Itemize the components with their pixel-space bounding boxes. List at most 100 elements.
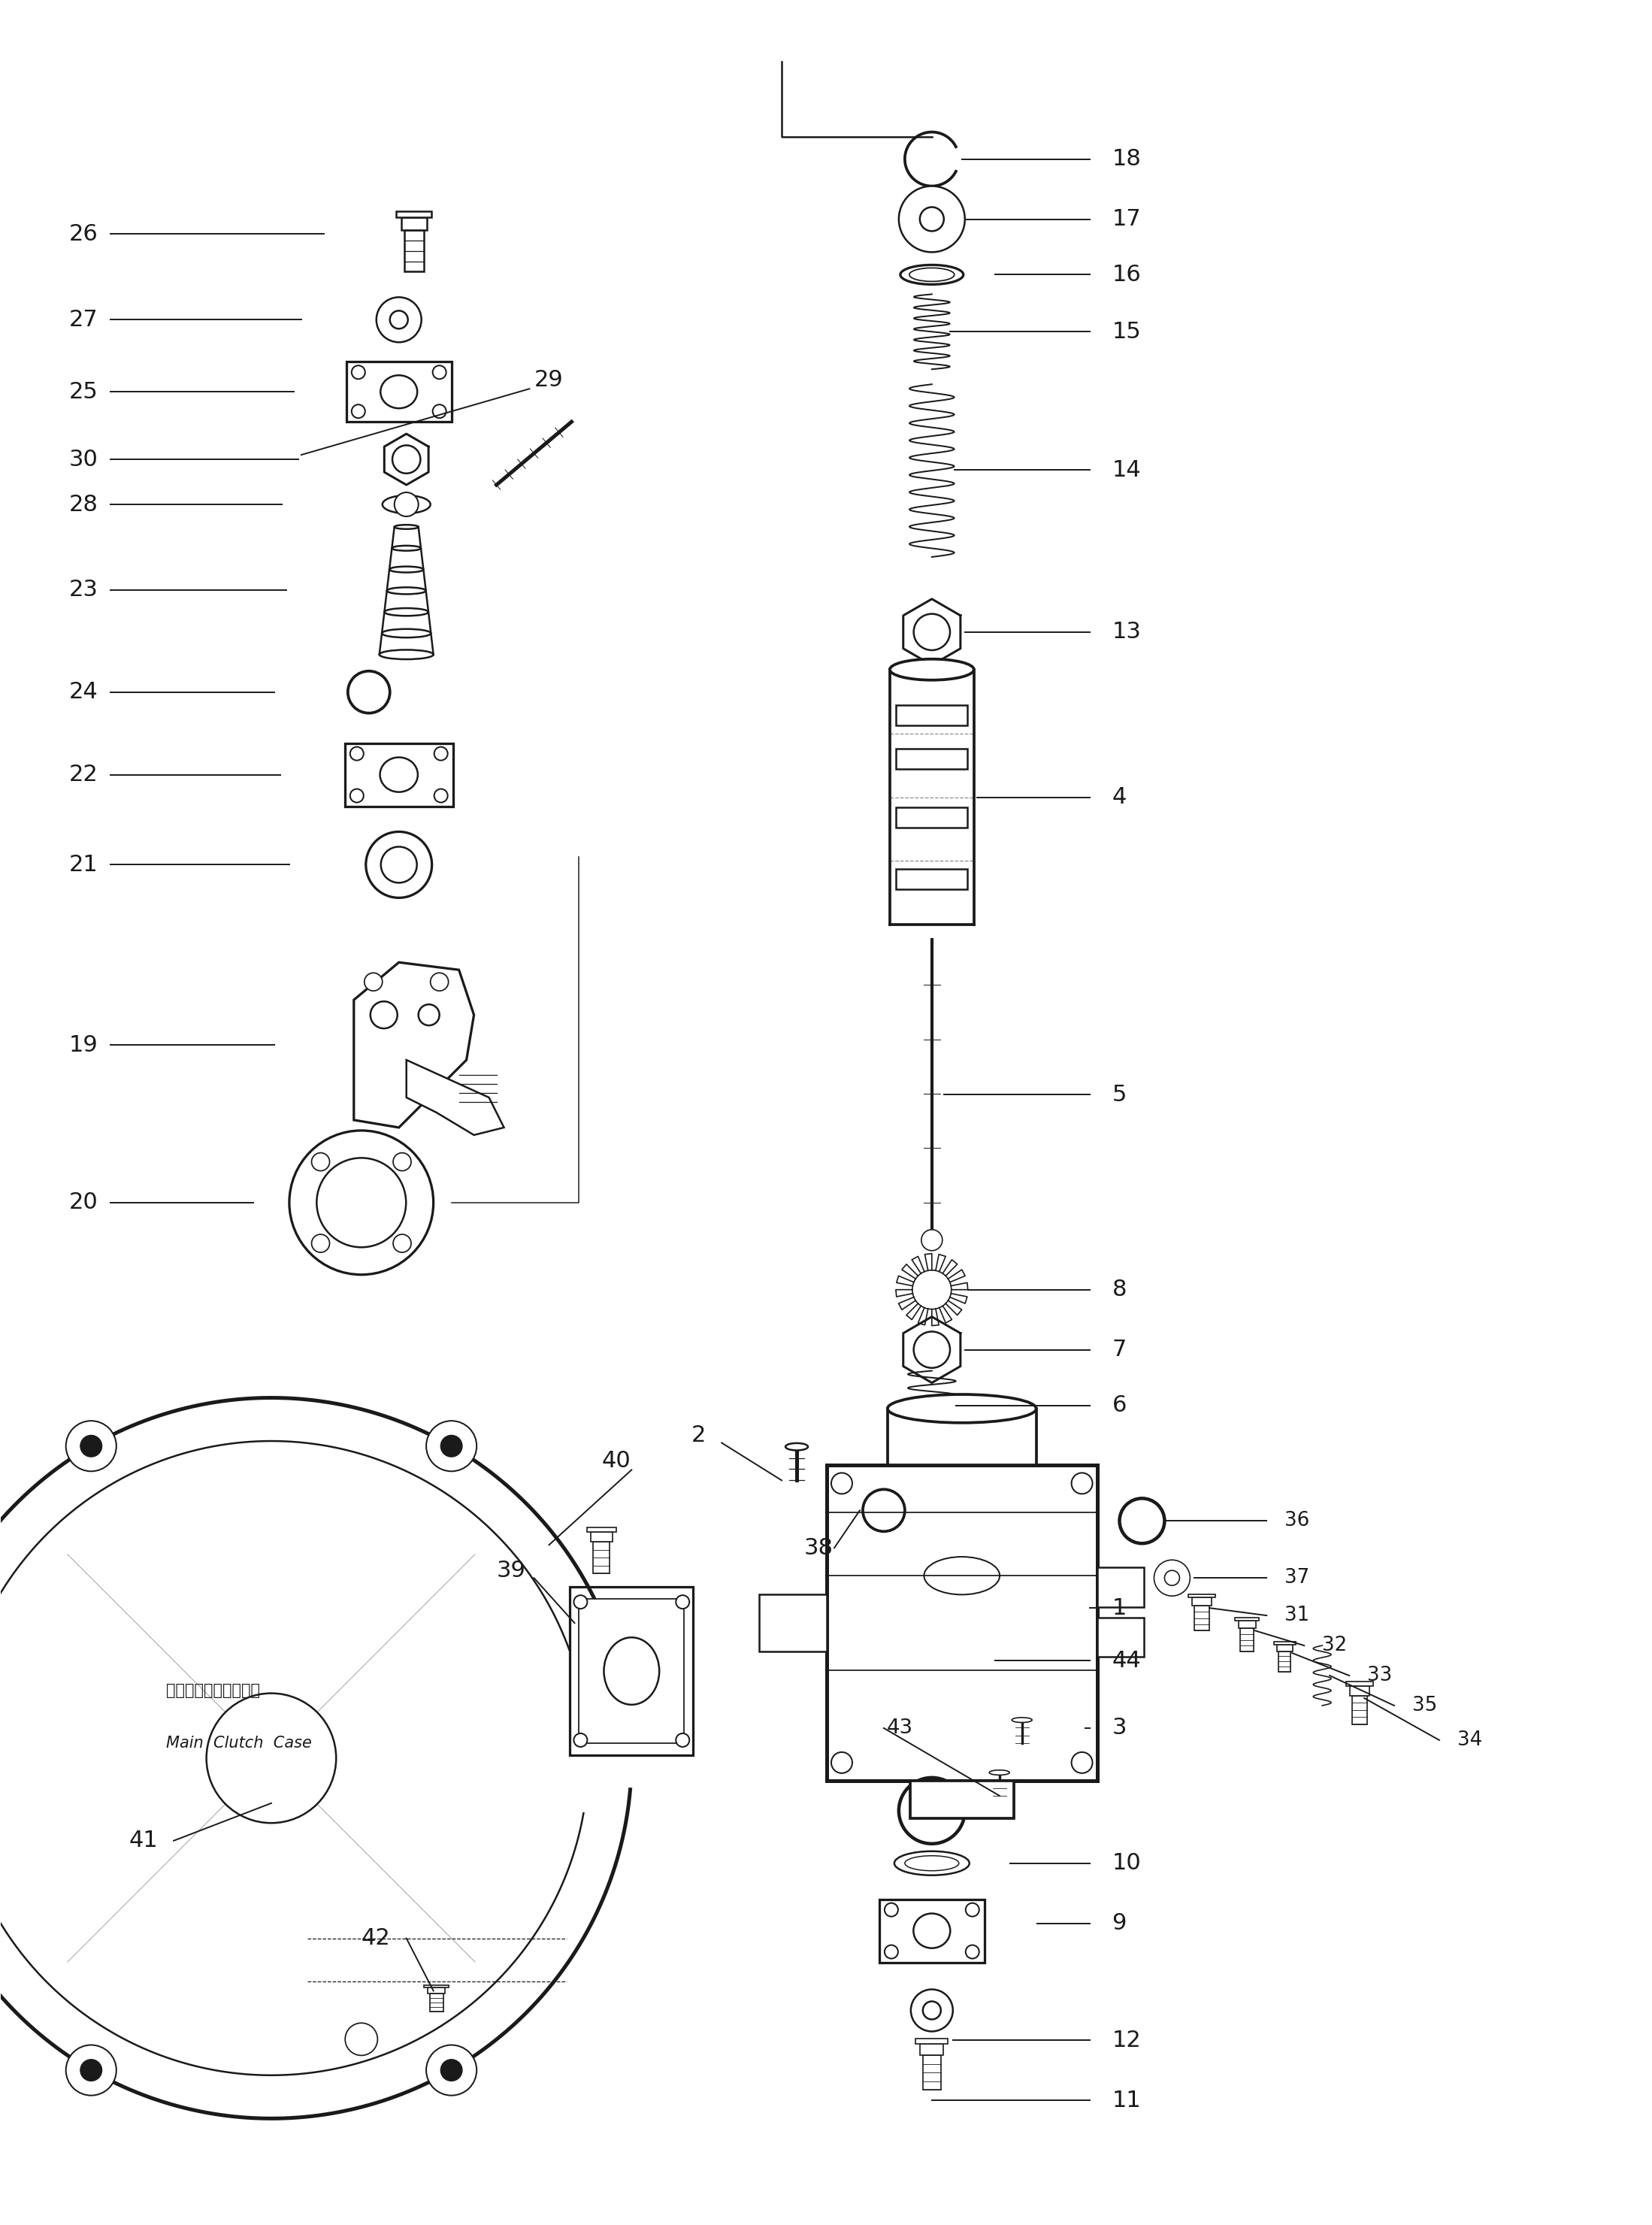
Text: 43: 43 (887, 1718, 914, 1738)
Circle shape (81, 2060, 102, 2080)
Circle shape (352, 405, 365, 418)
Circle shape (920, 207, 943, 231)
Bar (405, 231, 423, 271)
Bar (1236, 1618, 1259, 1620)
Text: 16: 16 (1112, 265, 1142, 285)
Bar (401, 216, 426, 231)
Bar (1279, 1651, 1290, 1671)
Bar (425, 1985, 449, 1987)
Circle shape (312, 1153, 330, 1170)
Ellipse shape (914, 1913, 950, 1949)
Circle shape (433, 405, 446, 418)
Bar (895, 705, 968, 725)
Text: 4: 4 (1112, 785, 1127, 808)
Bar (1188, 1593, 1216, 1598)
Circle shape (966, 1945, 980, 1958)
Text: 22: 22 (69, 763, 97, 785)
Circle shape (966, 1902, 980, 1916)
Text: 18: 18 (1112, 149, 1142, 169)
Circle shape (365, 832, 431, 899)
Ellipse shape (382, 496, 431, 514)
Text: 42: 42 (362, 1927, 390, 1949)
Bar (586, 1526, 616, 1531)
Text: 8: 8 (1112, 1279, 1127, 1302)
Ellipse shape (380, 756, 418, 792)
Circle shape (1165, 1571, 1180, 1586)
Text: 37: 37 (1285, 1569, 1310, 1589)
Circle shape (66, 2045, 116, 2096)
Ellipse shape (785, 1444, 808, 1451)
Text: 30: 30 (69, 449, 97, 469)
Ellipse shape (605, 1638, 659, 1704)
Circle shape (573, 1733, 588, 1747)
Circle shape (377, 298, 421, 343)
Text: 21: 21 (69, 854, 97, 877)
Bar (920, 2045, 943, 2056)
Circle shape (382, 848, 416, 883)
Circle shape (922, 1230, 942, 1250)
Bar (887, 1408, 1036, 1466)
Bar (1277, 1644, 1292, 1651)
Text: 9: 9 (1112, 1913, 1127, 1934)
Text: 23: 23 (69, 578, 97, 601)
Circle shape (350, 748, 363, 761)
Polygon shape (406, 1059, 504, 1135)
Text: 1: 1 (1112, 1598, 1127, 1620)
Text: 29: 29 (534, 369, 563, 392)
Circle shape (345, 2023, 378, 2056)
Circle shape (418, 1003, 439, 1026)
Text: 36: 36 (1285, 1511, 1310, 1531)
Ellipse shape (905, 1856, 958, 1871)
Bar (1346, 1682, 1373, 1687)
Text: 7: 7 (1112, 1339, 1127, 1362)
Bar (396, 211, 431, 216)
Text: 31: 31 (1285, 1606, 1310, 1624)
Bar (1350, 1687, 1370, 1695)
Bar (430, 1994, 443, 2011)
Text: メインクラッチケース: メインクラッチケース (167, 1682, 259, 1698)
Circle shape (426, 2045, 477, 2096)
Circle shape (899, 187, 965, 251)
Text: 41: 41 (129, 1829, 159, 1851)
Ellipse shape (894, 1851, 970, 1876)
Circle shape (431, 972, 448, 990)
Circle shape (441, 1435, 463, 1457)
Text: 11: 11 (1112, 2089, 1142, 2112)
Bar (1097, 1618, 1145, 1658)
Circle shape (81, 1435, 102, 1457)
Ellipse shape (887, 1395, 1036, 1422)
Bar (923, 2056, 942, 2089)
Circle shape (393, 1153, 411, 1170)
Circle shape (831, 1473, 852, 1493)
Circle shape (676, 1733, 689, 1747)
Ellipse shape (904, 1431, 960, 1448)
Text: 38: 38 (805, 1537, 834, 1560)
Text: 32: 32 (1322, 1635, 1346, 1655)
Text: 27: 27 (69, 309, 97, 332)
Bar (1241, 1629, 1254, 1651)
Circle shape (312, 1235, 330, 1253)
Text: 24: 24 (69, 681, 97, 703)
Bar (760, 1595, 826, 1651)
Polygon shape (354, 963, 474, 1128)
Circle shape (370, 1001, 398, 1028)
Bar (826, 1466, 1097, 1780)
Circle shape (884, 1945, 899, 1958)
Circle shape (676, 1595, 689, 1609)
Text: 13: 13 (1112, 621, 1142, 643)
Circle shape (923, 2000, 942, 2020)
Circle shape (433, 365, 446, 378)
Bar (895, 748, 968, 770)
Bar (1194, 1606, 1209, 1631)
Bar (1274, 1642, 1295, 1644)
Circle shape (393, 1235, 411, 1253)
Ellipse shape (380, 376, 418, 409)
Bar (1097, 1566, 1145, 1606)
Text: 40: 40 (601, 1451, 631, 1471)
Circle shape (1155, 1560, 1189, 1595)
Bar (591, 1531, 613, 1542)
Ellipse shape (1011, 1718, 1032, 1722)
Text: 34: 34 (1457, 1731, 1482, 1749)
Text: 20: 20 (69, 1193, 97, 1213)
Bar (347, 363, 451, 423)
